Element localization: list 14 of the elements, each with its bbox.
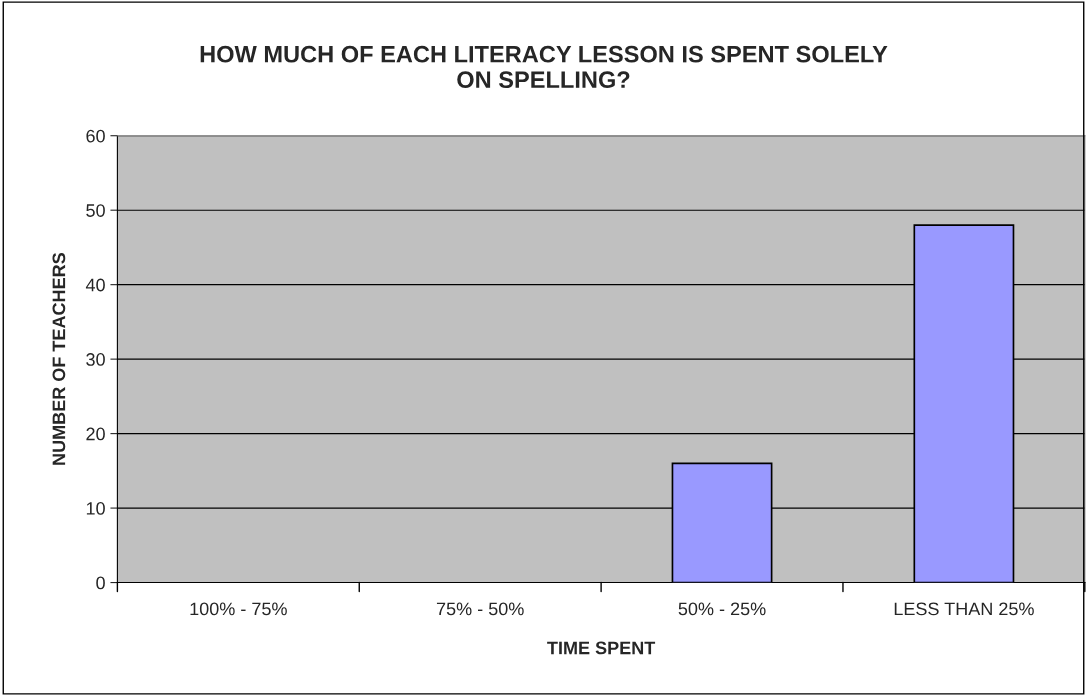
- y-tick-label: 40: [85, 278, 105, 292]
- x-tick-label: LESS THAN 25%: [894, 602, 1034, 616]
- y-tick-label: 60: [86, 129, 105, 143]
- x-axis-title: TIME SPENT: [547, 641, 656, 655]
- x-tick-label: 50% - 25%: [678, 602, 766, 616]
- y-tick-label: 20: [86, 427, 105, 441]
- y-tick-label: 30: [86, 353, 105, 366]
- y-tick-label: 0: [96, 576, 105, 590]
- x-tick-label: 100% - 75%: [190, 602, 287, 616]
- y-tick-label: 50: [86, 204, 105, 217]
- y-tick-label: 10: [86, 502, 105, 515]
- x-tick-label: 75% - 50%: [436, 602, 524, 616]
- y-axis-title: NUMBER OF TEACHERS: [52, 253, 66, 465]
- chart-title: HOW MUCH OF EACH LITERACY LESSON IS SPENT SOLELY ON SPELLING?: [200, 45, 888, 89]
